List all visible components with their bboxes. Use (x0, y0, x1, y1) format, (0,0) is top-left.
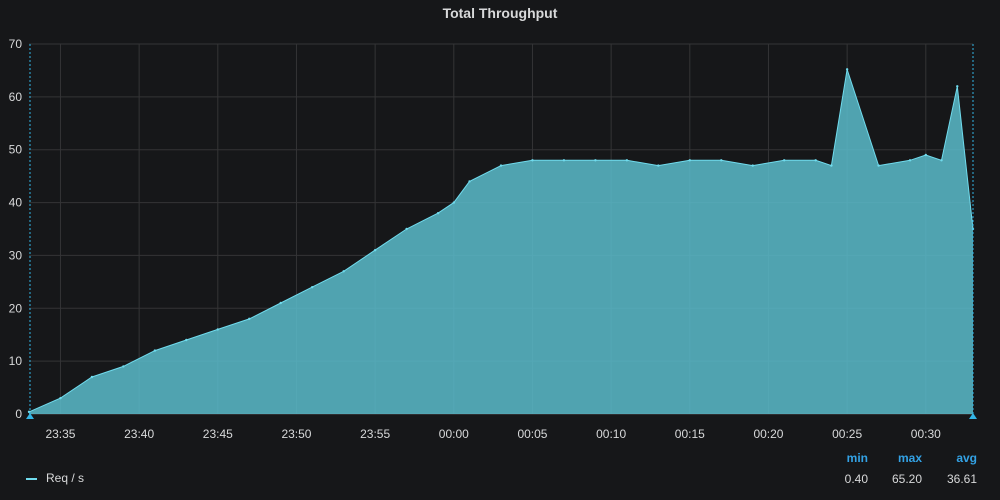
series-point (436, 211, 440, 215)
y-tick-label: 40 (9, 196, 23, 210)
x-tick-label: 23:40 (124, 427, 154, 441)
series-point (940, 159, 943, 162)
legend-max-header[interactable]: max (897, 451, 922, 465)
series-point (499, 164, 503, 167)
y-tick-label: 0 (15, 407, 22, 421)
series-point (468, 180, 471, 183)
series-point (90, 375, 94, 379)
x-tick-label: 00:10 (596, 427, 626, 441)
series-point (373, 248, 377, 252)
series-point (59, 396, 62, 400)
y-tick-label: 10 (9, 354, 23, 368)
x-tick-label: 00:25 (832, 427, 862, 441)
y-axis-ticks: 0 10 20 30 40 50 60 70 (9, 37, 23, 421)
legend-max-value: 65.20 (891, 472, 922, 486)
series-point (405, 227, 408, 231)
series-point (783, 159, 786, 162)
y-tick-label: 20 (9, 301, 23, 315)
series-point (279, 301, 282, 305)
series-point (248, 317, 251, 321)
series-area (29, 69, 973, 415)
legend-min-header[interactable]: min (846, 451, 868, 465)
y-tick-label: 30 (9, 248, 23, 262)
series-point (751, 164, 754, 167)
legend-series-color-line (26, 478, 37, 480)
range-marker-triangle (26, 413, 34, 419)
x-tick-label: 00:05 (517, 427, 547, 441)
series-point (956, 85, 959, 88)
x-tick-label: 23:35 (45, 427, 75, 441)
series-point (720, 159, 723, 162)
legend-avg-value: 36.61 (946, 472, 977, 486)
y-tick-label: 50 (9, 143, 23, 157)
series-point (625, 159, 629, 162)
legend-series-name[interactable]: Req / s (46, 471, 85, 485)
y-tick-label: 60 (9, 90, 23, 104)
series-point (688, 159, 691, 162)
legend-min-value: 0.40 (844, 472, 868, 486)
series-point (311, 285, 314, 289)
series-point (657, 164, 660, 167)
series-point (845, 68, 849, 71)
legend-avg-header[interactable]: avg (956, 451, 977, 465)
chart-series (27, 68, 975, 415)
series-point (531, 159, 534, 162)
x-tick-label: 00:00 (439, 427, 469, 441)
series-point (562, 159, 566, 162)
series-point (830, 164, 833, 167)
series-point (122, 365, 125, 368)
series-point (452, 201, 455, 204)
panel-title[interactable]: Total Throughput (442, 5, 558, 21)
x-axis-ticks: 23:35 23:40 23:45 23:50 23:55 00:00 00:05 00:10… (45, 427, 941, 441)
x-tick-label: 00:30 (911, 427, 941, 441)
series-point (908, 159, 912, 162)
series-point (594, 159, 597, 162)
x-tick-label: 00:15 (675, 427, 705, 441)
x-tick-label: 23:55 (360, 427, 390, 441)
series-point (924, 153, 927, 157)
range-marker-triangle (969, 413, 977, 419)
chart-plot[interactable]: 0 10 20 30 40 50 60 70 23:35 23:40 23:45 23:50 23:5… (0, 0, 1000, 445)
x-tick-label: 00:20 (753, 427, 783, 441)
x-tick-label: 23:45 (203, 427, 233, 441)
series-point (814, 159, 817, 162)
series-point (153, 349, 157, 352)
x-tick-label: 23:50 (281, 427, 311, 441)
series-point (216, 328, 219, 331)
series-point (877, 164, 880, 167)
y-tick-label: 70 (9, 37, 23, 51)
time-range-markers (26, 44, 977, 419)
series-point (185, 338, 188, 342)
series-point (342, 270, 345, 273)
